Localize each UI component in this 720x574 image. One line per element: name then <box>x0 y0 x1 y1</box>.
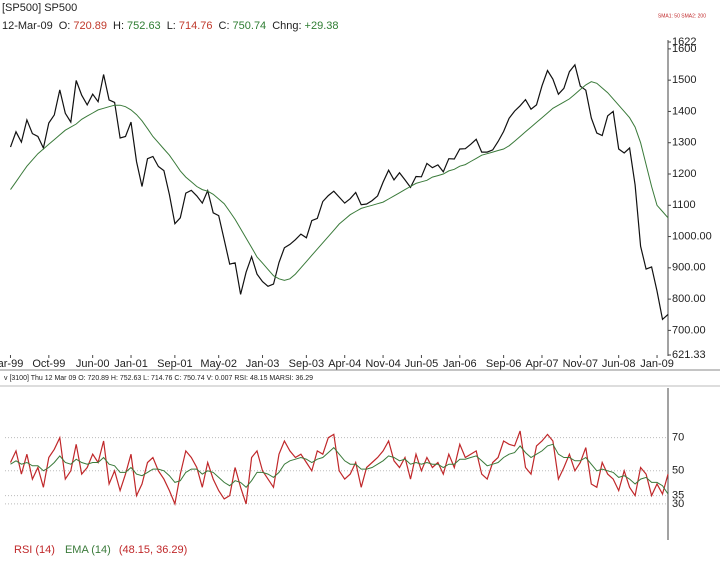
y-tick-label: 35 <box>672 490 684 502</box>
y-tick-label: 1300 <box>672 137 696 149</box>
quote-date: 12-Mar-09 <box>2 20 53 32</box>
y-tick-label: 1400 <box>672 105 696 117</box>
x-tick-label: Jan-03 <box>246 358 280 370</box>
quote-label: O: <box>59 20 71 32</box>
y-tick-label: 30 <box>672 498 684 510</box>
rsi-header: v [3100] Thu 12 Mar 09 O: 720.89 H: 752.… <box>4 375 313 382</box>
quote-label: H: <box>113 20 124 32</box>
legend-readout: (48.15, 36.29) <box>119 544 188 556</box>
x-tick-label: Sep-01 <box>157 358 192 370</box>
quote-value: 750.74 <box>233 20 267 32</box>
legend-entry: RSI (14) <box>14 544 55 556</box>
x-tick-label: Nov-04 <box>365 358 400 370</box>
y-tick-label: 1622 <box>672 36 696 48</box>
y-tick-label: 700.00 <box>672 324 706 336</box>
quote-value: 714.76 <box>179 20 213 32</box>
y-tick-label: 50 <box>672 465 684 477</box>
x-tick-label: Sep-03 <box>289 358 324 370</box>
y-tick-label: 1500 <box>672 74 696 86</box>
x-tick-label: Sep-06 <box>486 358 521 370</box>
y-tick-label: 1000.00 <box>672 230 712 242</box>
quote-label: C: <box>219 20 230 32</box>
x-tick-label: Apr-04 <box>328 358 361 370</box>
series-line <box>9 63 669 321</box>
series-line <box>10 443 669 495</box>
quote-label: L: <box>167 20 176 32</box>
x-tick-label: Jun-05 <box>405 358 439 370</box>
quote-label: Chng: <box>272 20 301 32</box>
y-tick-label: 900.00 <box>672 262 706 274</box>
x-tick-label: Jan-01 <box>114 358 148 370</box>
x-tick-label: Nov-07 <box>563 358 598 370</box>
indicator-note: SMA1: 50 SMA2: 200 <box>658 13 706 19</box>
x-tick-label: Jun-00 <box>76 358 110 370</box>
y-tick-label: 1100 <box>672 199 696 211</box>
y-tick-label: 70 <box>672 432 684 444</box>
y-tick-label: 621.33 <box>672 349 706 361</box>
chart-title: [SP500] SP500 <box>2 2 77 14</box>
series-line <box>10 81 669 281</box>
x-tick-label: Jan-09 <box>640 358 674 370</box>
x-tick-label: Jun-08 <box>602 358 636 370</box>
legend-entry: EMA (14) <box>65 544 111 556</box>
quote-value: +29.38 <box>305 20 339 32</box>
series-line <box>9 430 669 507</box>
x-tick-label: Apr-07 <box>525 358 558 370</box>
y-tick-label: 1600 <box>672 43 696 55</box>
x-tick-label: ar-99 <box>0 358 23 370</box>
y-tick-label: 800.00 <box>672 293 706 305</box>
legend: RSI (14) EMA (14) (48.15, 36.29) <box>14 544 187 556</box>
x-tick-label: Oct-99 <box>32 358 65 370</box>
x-tick-label: Jan-06 <box>443 358 477 370</box>
quote-line: 12-Mar-09 O: 720.89 H: 752.63 L: 714.76 C: 750.7… <box>2 20 339 32</box>
quote-value: 752.63 <box>127 20 161 32</box>
y-tick-label: 1200 <box>672 168 696 180</box>
quote-value: 720.89 <box>73 20 107 32</box>
x-tick-label: May-02 <box>200 358 237 370</box>
